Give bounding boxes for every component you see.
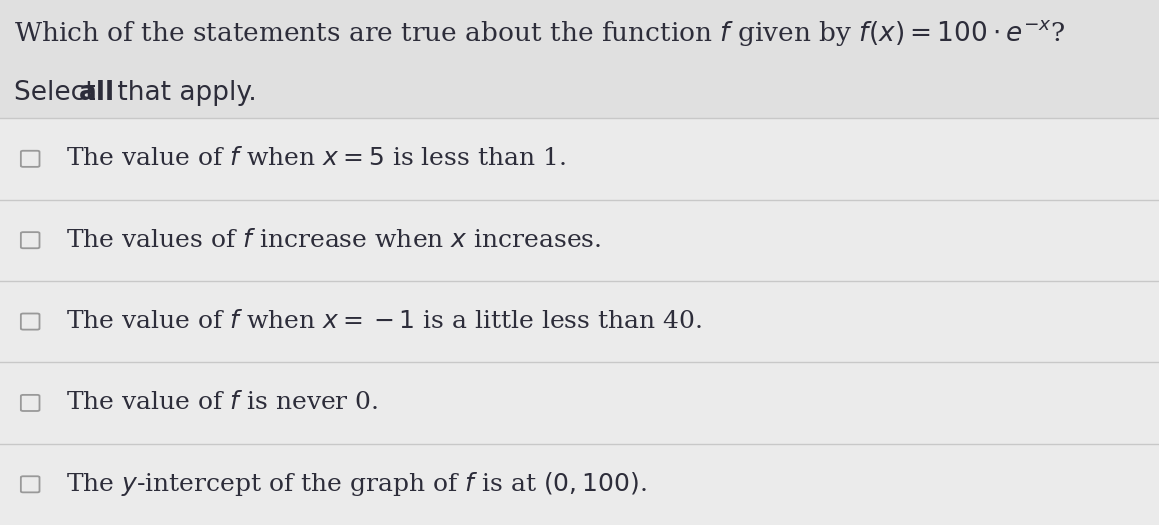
Bar [0,444,1159,525]
Text: The value of $f$ when $x = -1$ is a little less than 40.: The value of $f$ when $x = -1$ is a litt… [66,310,702,333]
Bar [0,281,1159,362]
Text: that apply.: that apply. [109,80,256,106]
Text: all: all [79,80,115,106]
Text: The value of $f$ is never 0.: The value of $f$ is never 0. [66,392,379,414]
Bar [0,0,1159,118]
Bar [0,118,1159,200]
Text: Select: Select [14,80,104,106]
Text: The value of $f$ when $x = 5$ is less than 1.: The value of $f$ when $x = 5$ is less th… [66,148,566,170]
Bar [0,362,1159,444]
Text: Which of the statements are true about the function $f$ given by $f(x) = 100 \cd: Which of the statements are true about t… [14,18,1065,48]
Text: The $y$-intercept of the graph of $f$ is at $(0, 100)$.: The $y$-intercept of the graph of $f$ is… [66,470,647,498]
Bar [0,200,1159,281]
Text: The values of $f$ increase when $x$ increases.: The values of $f$ increase when $x$ incr… [66,229,602,251]
